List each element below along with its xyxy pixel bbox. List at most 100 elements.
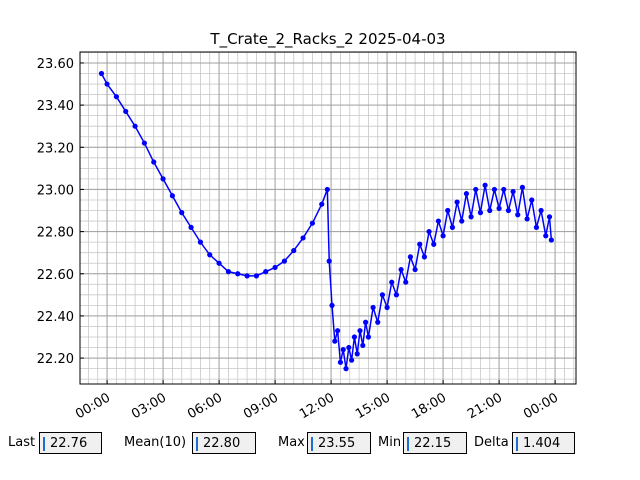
x-tick-label: 09:00 bbox=[241, 390, 281, 422]
stat-value: 22.80 bbox=[192, 432, 256, 454]
point bbox=[421, 254, 428, 260]
x-tick-label: 03:00 bbox=[129, 390, 169, 422]
point bbox=[426, 228, 432, 235]
point bbox=[335, 328, 341, 334]
point bbox=[319, 201, 325, 207]
chart-title: T_Crate_2_Racks_2 2025-04-03 bbox=[209, 30, 445, 49]
point bbox=[363, 319, 369, 325]
point bbox=[546, 214, 553, 220]
x-tick-label: 21:00 bbox=[465, 390, 505, 422]
x-tick-label: 06:00 bbox=[185, 390, 225, 422]
point bbox=[519, 184, 526, 190]
stat-value: 22.76 bbox=[39, 432, 102, 454]
point bbox=[113, 94, 120, 100]
y-tick-label: 23.00 bbox=[37, 183, 74, 198]
point bbox=[538, 207, 544, 214]
point bbox=[548, 237, 554, 243]
point bbox=[337, 359, 344, 365]
point bbox=[98, 70, 105, 77]
plot-frame bbox=[79, 51, 577, 385]
point bbox=[473, 186, 479, 193]
point bbox=[104, 81, 110, 87]
point bbox=[351, 334, 358, 340]
point bbox=[468, 214, 474, 220]
chart: T_Crate_2_Racks_2 2025-04-03 22.20 22.40 2… bbox=[37, 30, 577, 422]
y-tick-label: 22.60 bbox=[37, 268, 74, 283]
point bbox=[459, 218, 465, 224]
point bbox=[370, 304, 376, 311]
point bbox=[435, 218, 442, 224]
point bbox=[533, 224, 540, 230]
point bbox=[501, 186, 507, 193]
point bbox=[487, 207, 493, 214]
point bbox=[496, 205, 502, 212]
point bbox=[365, 334, 372, 340]
point bbox=[360, 342, 366, 349]
point bbox=[326, 258, 332, 264]
x-tick-label: 00:00 bbox=[521, 390, 561, 422]
point bbox=[407, 254, 414, 260]
x-tick-label: 00:00 bbox=[73, 390, 113, 422]
point bbox=[324, 186, 330, 193]
point bbox=[463, 191, 470, 197]
point bbox=[515, 212, 521, 218]
point bbox=[412, 266, 418, 273]
stat-value: 1.404 bbox=[512, 432, 575, 454]
point bbox=[510, 188, 516, 195]
point bbox=[454, 199, 460, 205]
stat-label: Last bbox=[8, 435, 36, 450]
point bbox=[235, 271, 241, 277]
stat-label: Min bbox=[378, 435, 402, 450]
point bbox=[505, 207, 512, 214]
point bbox=[449, 224, 456, 230]
x-tick-label: 12:00 bbox=[297, 390, 337, 422]
stat-value: 23.55 bbox=[307, 432, 371, 454]
point bbox=[300, 235, 306, 241]
y-tick-label: 23.60 bbox=[37, 57, 74, 72]
point bbox=[524, 216, 530, 222]
point bbox=[346, 344, 352, 351]
stat-value: 22.15 bbox=[403, 432, 467, 454]
point bbox=[398, 266, 404, 273]
point bbox=[291, 247, 297, 254]
point bbox=[281, 258, 288, 264]
y-tick-label: 22.20 bbox=[37, 352, 74, 367]
point bbox=[197, 239, 204, 245]
point bbox=[169, 193, 176, 199]
y-tick-label: 23.20 bbox=[37, 141, 74, 156]
point bbox=[253, 273, 260, 279]
x-tick-label: 18:00 bbox=[409, 390, 449, 422]
point bbox=[384, 304, 390, 311]
stat-label: Max bbox=[278, 435, 305, 450]
point bbox=[141, 140, 148, 146]
point bbox=[332, 338, 338, 344]
point bbox=[417, 241, 423, 247]
point bbox=[349, 357, 355, 363]
point bbox=[445, 207, 451, 214]
point bbox=[491, 186, 498, 193]
y-tick-label: 23.40 bbox=[37, 99, 74, 114]
point bbox=[477, 210, 484, 216]
point bbox=[529, 197, 535, 203]
point bbox=[160, 176, 166, 182]
y-tick-label: 22.80 bbox=[37, 226, 74, 241]
point bbox=[343, 366, 349, 372]
point bbox=[357, 328, 363, 334]
point bbox=[188, 224, 194, 230]
point bbox=[132, 123, 138, 129]
point bbox=[393, 292, 400, 298]
point bbox=[151, 159, 157, 165]
point bbox=[431, 241, 437, 247]
point bbox=[379, 292, 386, 298]
point bbox=[543, 233, 549, 239]
point bbox=[309, 220, 316, 226]
point bbox=[354, 351, 360, 357]
point bbox=[207, 252, 213, 258]
point bbox=[179, 210, 185, 216]
point bbox=[482, 182, 488, 188]
point bbox=[272, 264, 278, 271]
point bbox=[389, 279, 395, 285]
point bbox=[440, 233, 446, 239]
point bbox=[244, 273, 250, 279]
point bbox=[329, 302, 335, 308]
